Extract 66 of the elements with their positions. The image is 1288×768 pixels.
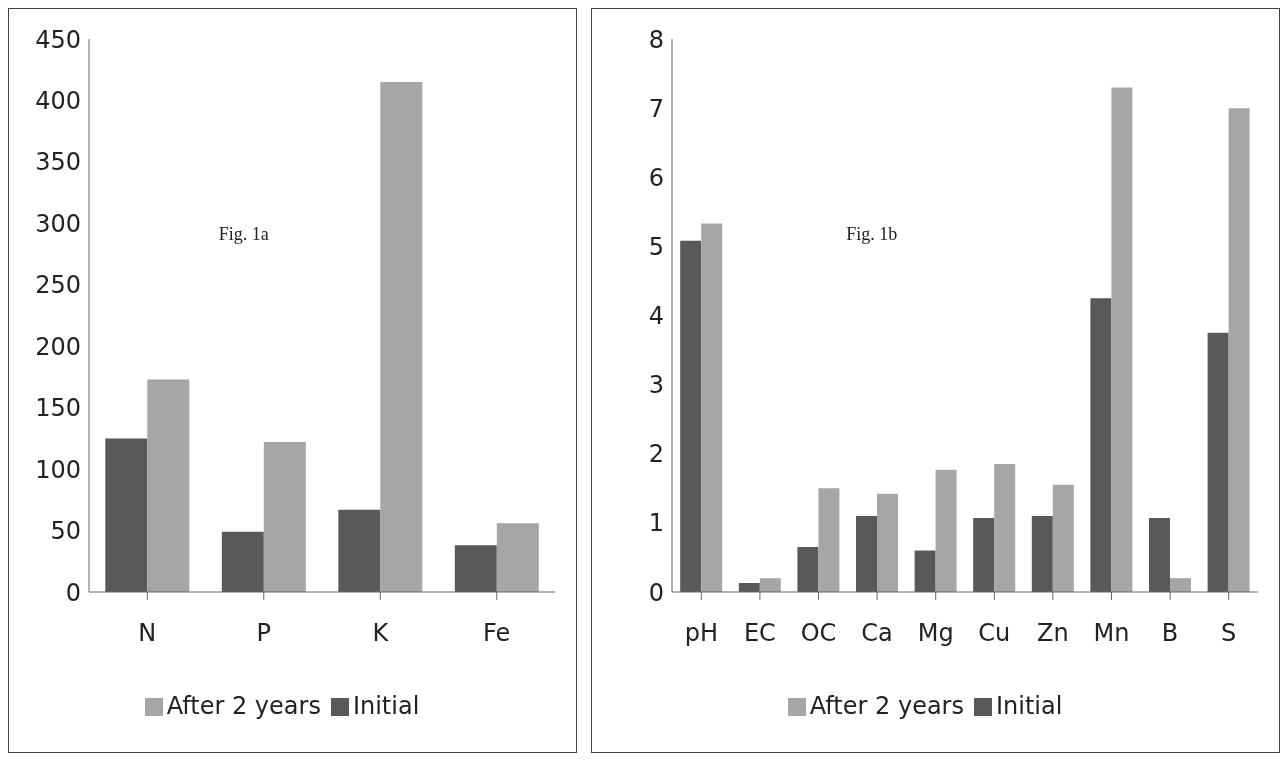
bar bbox=[221, 531, 264, 592]
y-tick-label: 450 bbox=[35, 25, 81, 54]
y-tick-label: 6 bbox=[648, 163, 665, 192]
x-tick-label: Fe bbox=[483, 619, 511, 648]
bar bbox=[973, 518, 995, 592]
y-tick-label: 350 bbox=[35, 148, 81, 177]
bar bbox=[1031, 515, 1053, 592]
bar bbox=[1207, 332, 1229, 592]
y-tick-label: 2 bbox=[648, 440, 665, 469]
x-tick-label: Zn bbox=[1037, 619, 1069, 648]
bar bbox=[935, 469, 957, 592]
annotation: Fig. 1a bbox=[218, 224, 269, 245]
bar bbox=[496, 523, 539, 592]
x-tick-label: B bbox=[1161, 619, 1179, 648]
x-tick-label: Ca bbox=[861, 619, 893, 648]
bar bbox=[147, 379, 190, 592]
y-tick-label: 150 bbox=[35, 394, 81, 423]
y-tick-label: 300 bbox=[35, 209, 81, 238]
x-tick-label: Mg bbox=[917, 619, 954, 648]
y-tick-label: 0 bbox=[65, 578, 81, 607]
bar bbox=[1170, 578, 1192, 592]
y-tick-label: 5 bbox=[648, 232, 665, 261]
bar bbox=[994, 464, 1016, 592]
bar bbox=[1090, 298, 1112, 592]
y-tick-label: 50 bbox=[50, 517, 81, 546]
legend-label: After 2 years bbox=[166, 692, 321, 720]
x-tick-label: S bbox=[1221, 619, 1237, 648]
bar bbox=[1052, 484, 1074, 592]
bar bbox=[1111, 87, 1133, 592]
bar bbox=[797, 547, 819, 592]
x-tick-label: EC bbox=[744, 619, 776, 648]
y-tick-label: 7 bbox=[648, 94, 665, 123]
bar bbox=[1228, 108, 1250, 592]
bar bbox=[454, 545, 497, 592]
y-tick-label: 100 bbox=[35, 455, 81, 484]
bar bbox=[263, 442, 306, 592]
x-tick-label: Cu bbox=[978, 619, 1011, 648]
bar bbox=[380, 82, 423, 592]
legend-label: Initial bbox=[352, 692, 420, 720]
bar bbox=[105, 438, 148, 592]
bar bbox=[1149, 518, 1171, 592]
x-tick-label: Mn bbox=[1093, 619, 1130, 648]
bar bbox=[856, 515, 878, 592]
x-tick-label: OC bbox=[800, 619, 837, 648]
y-tick-label: 0 bbox=[648, 578, 665, 607]
x-tick-label: P bbox=[256, 619, 271, 648]
bar bbox=[680, 240, 702, 592]
annotation: Fig. 1b bbox=[846, 224, 898, 245]
y-tick-label: 1 bbox=[648, 509, 665, 538]
legend-label: Initial bbox=[995, 692, 1063, 720]
bar bbox=[338, 509, 381, 592]
y-tick-label: 200 bbox=[35, 332, 81, 361]
y-tick-label: 4 bbox=[648, 302, 665, 331]
y-tick-label: 8 bbox=[648, 25, 665, 54]
y-tick-label: 3 bbox=[648, 371, 665, 400]
bar bbox=[914, 550, 936, 592]
x-tick-label: pH bbox=[684, 619, 719, 648]
bar bbox=[818, 488, 840, 592]
x-tick-label: N bbox=[138, 619, 157, 648]
bar bbox=[759, 578, 781, 592]
bar bbox=[701, 223, 723, 592]
bar bbox=[877, 493, 899, 592]
y-tick-label: 400 bbox=[35, 86, 81, 115]
x-tick-label: K bbox=[372, 619, 390, 648]
legend-label: After 2 years bbox=[809, 692, 964, 720]
y-tick-label: 250 bbox=[35, 271, 81, 300]
